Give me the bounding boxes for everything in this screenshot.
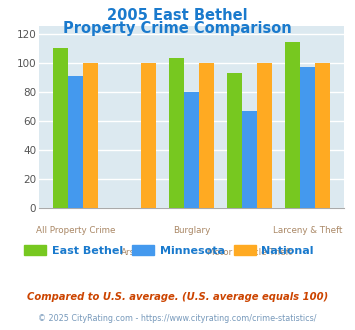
Bar xyxy=(257,63,272,208)
Bar xyxy=(83,63,98,208)
Text: Motor Vehicle Theft: Motor Vehicle Theft xyxy=(207,248,292,257)
Bar xyxy=(199,63,214,208)
Text: Compared to U.S. average. (U.S. average equals 100): Compared to U.S. average. (U.S. average … xyxy=(27,292,328,302)
Bar xyxy=(141,63,156,208)
Legend: East Bethel, Minnesota, National: East Bethel, Minnesota, National xyxy=(20,240,318,260)
Bar xyxy=(242,111,257,208)
Text: All Property Crime: All Property Crime xyxy=(36,226,115,235)
Bar xyxy=(53,48,68,208)
Bar xyxy=(300,67,315,208)
Bar xyxy=(315,63,331,208)
Text: Property Crime Comparison: Property Crime Comparison xyxy=(63,21,292,36)
Bar xyxy=(68,76,83,208)
Text: © 2025 CityRating.com - https://www.cityrating.com/crime-statistics/: © 2025 CityRating.com - https://www.city… xyxy=(38,314,317,323)
Bar xyxy=(184,92,199,208)
Text: Burglary: Burglary xyxy=(173,226,210,235)
Text: 2005 East Bethel: 2005 East Bethel xyxy=(107,8,248,23)
Text: Larceny & Theft: Larceny & Theft xyxy=(273,226,343,235)
Text: Arson: Arson xyxy=(121,248,146,257)
Bar xyxy=(227,73,242,208)
Bar xyxy=(285,42,300,208)
Bar xyxy=(169,58,184,208)
